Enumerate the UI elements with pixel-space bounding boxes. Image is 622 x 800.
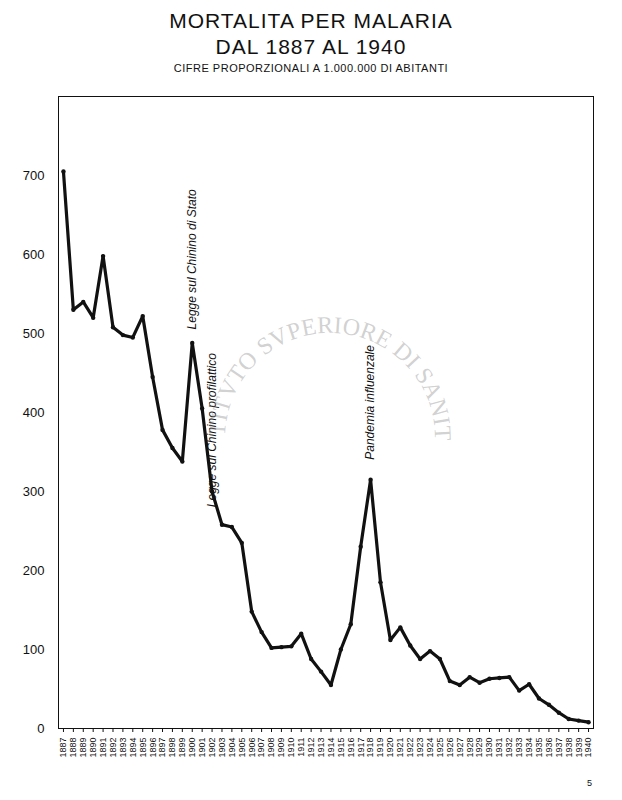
svg-text:1896: 1896 — [148, 738, 158, 758]
svg-text:1934: 1934 — [524, 738, 534, 758]
html-text:DAL 1887 AL 1940: DAL 1887 AL 1940 — [215, 35, 407, 58]
svg-text:1919: 1919 — [375, 738, 385, 758]
svg-text:600: 600 — [23, 247, 45, 262]
svg-text:1906: 1906 — [247, 738, 257, 758]
svg-text:1916: 1916 — [346, 738, 356, 758]
svg-text:1920: 1920 — [385, 738, 395, 758]
svg-text:1923: 1923 — [415, 738, 425, 758]
html-text:MORTALITA PER MALARIA: MORTALITA PER MALARIA — [169, 9, 453, 32]
svg-text:1921: 1921 — [395, 738, 405, 758]
svg-text:1936: 1936 — [544, 738, 554, 758]
svg-text:1932: 1932 — [504, 738, 514, 758]
svg-text:1915: 1915 — [336, 738, 346, 758]
svg-text:1888: 1888 — [68, 738, 78, 758]
svg-text:1938: 1938 — [564, 738, 574, 758]
svg-text:1908: 1908 — [266, 738, 276, 758]
svg-text:1898: 1898 — [167, 738, 177, 758]
svg-text:1887: 1887 — [58, 738, 68, 758]
svg-text:1891: 1891 — [98, 738, 108, 758]
svg-text:1933: 1933 — [514, 738, 524, 758]
svg-text:1892: 1892 — [108, 738, 118, 758]
svg-text:1940: 1940 — [583, 738, 593, 758]
svg-text:1917: 1917 — [356, 738, 366, 758]
svg-text:1925: 1925 — [435, 738, 445, 758]
svg-text:1895: 1895 — [138, 738, 148, 758]
svg-text:1927: 1927 — [455, 738, 465, 758]
svg-text:1894: 1894 — [128, 738, 138, 758]
svg-text:0: 0 — [37, 721, 44, 736]
svg-text:1900: 1900 — [187, 738, 197, 758]
svg-text:1937: 1937 — [554, 738, 564, 758]
svg-text:1929: 1929 — [474, 738, 484, 758]
svg-text:1935: 1935 — [534, 738, 544, 758]
svg-text:1939: 1939 — [574, 738, 584, 758]
svg-text:300: 300 — [23, 484, 45, 499]
svg-text:1914: 1914 — [326, 738, 336, 758]
svg-text:1928: 1928 — [465, 738, 475, 758]
svg-text:1890: 1890 — [88, 738, 98, 758]
svg-text:1889: 1889 — [78, 738, 88, 758]
svg-text:1926: 1926 — [445, 738, 455, 758]
svg-text:1918: 1918 — [365, 738, 375, 758]
html-text:5: 5 — [587, 778, 592, 788]
svg-text:1905: 1905 — [237, 738, 247, 758]
svg-text:1907: 1907 — [256, 738, 266, 758]
svg-text:1911: 1911 — [296, 738, 306, 757]
svg-text:1909: 1909 — [276, 738, 286, 758]
svg-text:1904: 1904 — [227, 738, 237, 758]
svg-text:1922: 1922 — [405, 738, 415, 758]
svg-text:Pandemia influenzale: Pandemia influenzale — [363, 345, 377, 460]
svg-text:400: 400 — [23, 405, 45, 420]
svg-text:200: 200 — [23, 563, 45, 578]
svg-text:1893: 1893 — [118, 738, 128, 758]
html-text:CIFRE PROPORZIONALI A 1.000.00: CIFRE PROPORZIONALI A 1.000.000 DI ABITA… — [173, 62, 449, 74]
svg-text:1930: 1930 — [484, 738, 494, 758]
svg-text:1910: 1910 — [286, 738, 296, 758]
svg-text:1931: 1931 — [494, 738, 504, 758]
svg-text:100: 100 — [23, 642, 45, 657]
svg-text:Legge sul Chinino di Stato: Legge sul Chinino di Stato — [185, 189, 199, 329]
svg-text:1913: 1913 — [316, 738, 326, 758]
svg-text:1899: 1899 — [177, 738, 187, 758]
svg-text:1924: 1924 — [425, 738, 435, 758]
svg-text:1901: 1901 — [197, 738, 207, 758]
svg-text:ISTITVTO SVPERIORE DI SANITÀ: ISTITVTO SVPERIORE DI SANITÀ — [0, 88, 456, 441]
svg-text:1903: 1903 — [217, 738, 227, 758]
svg-text:700: 700 — [23, 168, 45, 183]
svg-text:1897: 1897 — [157, 738, 167, 758]
svg-text:Legge sul Chinino profilattico: Legge sul Chinino profilattico — [205, 353, 219, 507]
svg-text:1912: 1912 — [306, 738, 316, 758]
svg-text:1902: 1902 — [207, 738, 217, 758]
svg-text:500: 500 — [23, 326, 45, 341]
